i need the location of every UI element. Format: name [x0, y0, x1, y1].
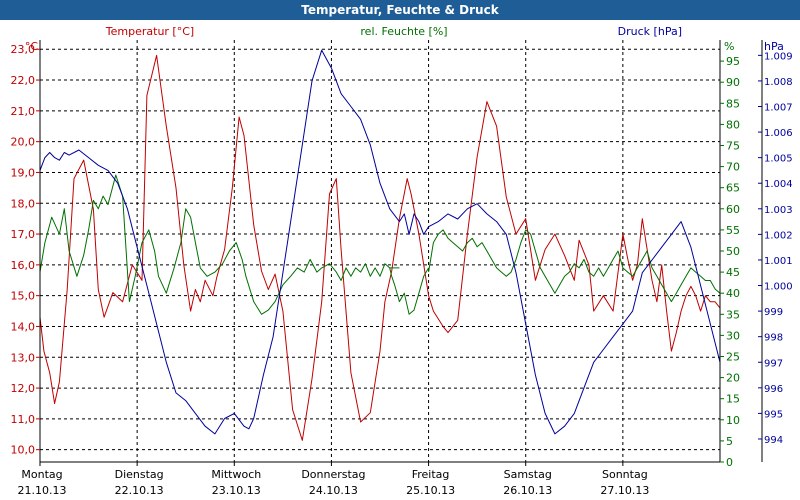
temperature-tick-label: 22,0 — [11, 74, 36, 87]
axes — [39, 40, 763, 463]
humidity-line — [39, 174, 400, 315]
humidity-tick-label: 70 — [726, 161, 740, 174]
x-tick-date: 22.10.13 — [115, 484, 164, 497]
x-tick-date: 21.10.13 — [18, 484, 67, 497]
humidity-tick-label: 45 — [726, 266, 740, 279]
humidity-tick-label: 80 — [726, 118, 740, 131]
pressure-tick-label: 1.007 — [764, 102, 793, 113]
humidity-tick-label: 40 — [726, 287, 740, 300]
temperature-tick-label: 15,0 — [11, 290, 36, 303]
humidity-tick-label: 30 — [726, 329, 740, 342]
humidity-line — [389, 267, 430, 315]
pressure-tick-label: 1.000 — [764, 282, 793, 293]
temperature-tick-label: 11,0 — [11, 413, 36, 426]
x-tick-day: Dienstag — [115, 468, 164, 481]
humidity-tick-label: 15 — [726, 393, 740, 406]
humidity-tick-label: 10 — [726, 414, 740, 427]
pressure-tick-label: 1.005 — [764, 154, 793, 165]
pressure-unit-label: hPa — [764, 40, 784, 53]
x-tick-day: Freitag — [412, 468, 450, 481]
pressure-tick-label: 1.008 — [764, 77, 793, 88]
x-tick-date: 24.10.13 — [309, 484, 358, 497]
temperature-tick-label: 13,0 — [11, 351, 36, 364]
pressure-tick-label: 996 — [764, 384, 783, 395]
temperature-axis-title: Temperatur [°C] — [105, 25, 194, 38]
humidity-tick-label: 50 — [726, 245, 740, 258]
humidity-tick-label: 5 — [726, 435, 733, 448]
humidity-tick-label: 35 — [726, 308, 740, 321]
temperature-tick-label: 16,0 — [11, 259, 36, 272]
humidity-tick-label: 75 — [726, 140, 740, 153]
chart-title-bar: Temperatur, Feuchte & Druck — [0, 0, 800, 20]
humidity-tick-label: 20 — [726, 372, 740, 385]
pressure-tick-label: 1.003 — [764, 205, 793, 216]
pressure-tick-label: 997 — [764, 358, 783, 369]
temperature-tick-label: 19,0 — [11, 166, 36, 179]
pressure-tick-label: 994 — [764, 435, 783, 446]
pressure-tick-label: 1.001 — [764, 256, 793, 267]
humidity-tick-label: 25 — [726, 351, 740, 364]
pressure-tick-label: 1.006 — [764, 128, 793, 139]
tick-labels: 10,0 11,0 12,0 13,0 14,0 15,0 16,0 17,0 18,0 19,0… — [11, 43, 793, 497]
pressure-tick-label: 995 — [764, 409, 783, 420]
pressure-tick-label: 1.009 — [764, 51, 793, 62]
temperature-tick-label: 12,0 — [11, 382, 36, 395]
x-tick-date: 23.10.13 — [212, 484, 261, 497]
humidity-tick-label: 90 — [726, 76, 740, 89]
axis-labels: Temperatur [°C] rel. Feuchte [%] Druck [… — [25, 25, 784, 53]
temperature-unit-label: °C — [25, 40, 39, 53]
pressure-tick-label: 1.004 — [764, 179, 793, 190]
humidity-tick-label: 95 — [726, 55, 740, 68]
temperature-tick-label: 21,0 — [11, 105, 36, 118]
series-lines — [39, 49, 721, 441]
x-tick-day: Sonntag — [602, 468, 648, 481]
x-tick-day: Donnerstag — [301, 468, 365, 481]
humidity-tick-label: 55 — [726, 224, 740, 237]
humidity-line — [428, 229, 721, 303]
pressure-axis-title: Druck [hPa] — [618, 25, 682, 38]
humidity-tick-label: 85 — [726, 97, 740, 110]
x-tick-day: Samstag — [504, 468, 552, 481]
pressure-tick-label: 999 — [764, 307, 783, 318]
x-tick-date: 25.10.13 — [406, 484, 455, 497]
x-tick-date: 26.10.13 — [503, 484, 552, 497]
temperature-tick-label: 20,0 — [11, 136, 36, 149]
temperature-tick-label: 10,0 — [11, 444, 36, 457]
pressure-tick-label: 1.002 — [764, 230, 793, 241]
gridlines — [40, 40, 720, 462]
humidity-tick-label: 60 — [726, 203, 740, 216]
x-tick-day: Montag — [21, 468, 62, 481]
temperature-tick-label: 18,0 — [11, 197, 36, 210]
x-tick-day: Mittwoch — [211, 468, 261, 481]
temperature-tick-label: 14,0 — [11, 320, 36, 333]
chart-title: Temperatur, Feuchte & Druck — [301, 3, 499, 17]
temperature-tick-label: 17,0 — [11, 228, 36, 241]
pressure-line — [39, 49, 721, 435]
humidity-unit-label: % — [724, 40, 734, 53]
temperature-tick-label: 23,0 — [11, 43, 36, 56]
temperature-line — [39, 54, 721, 441]
x-tick-date: 27.10.13 — [600, 484, 649, 497]
humidity-tick-label: 0 — [726, 456, 733, 469]
pressure-tick-label: 998 — [764, 333, 783, 344]
humidity-axis-title: rel. Feuchte [%] — [360, 25, 447, 38]
humidity-tick-label: 65 — [726, 182, 740, 195]
